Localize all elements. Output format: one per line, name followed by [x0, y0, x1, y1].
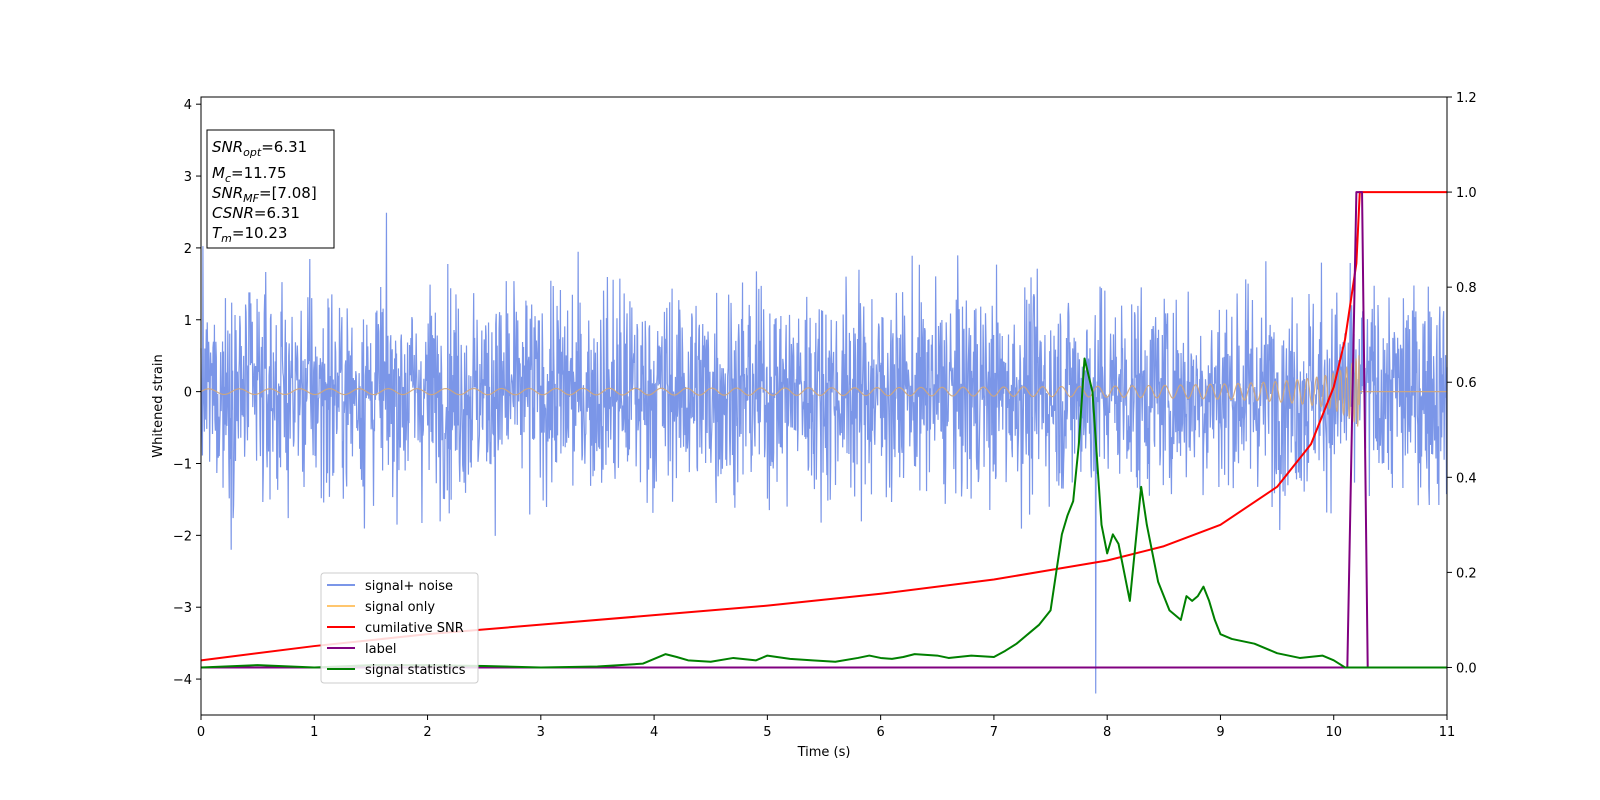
series-signal-statistics [200, 357, 1447, 669]
legend-frame [320, 572, 479, 684]
y-right-tick-label: 1.2 [1456, 91, 1477, 106]
x-axis-label: Time (s) [797, 745, 851, 760]
y-left-tick-label: −4 [173, 673, 192, 688]
x-tick-label: 1 [310, 725, 318, 740]
info-box: SNRopt=6.31 Mc=11.75SNRMF=[7.08]CSNR=6.31… [206, 129, 335, 249]
info-line: CSNR=6.31 [212, 204, 300, 222]
y-left-tick-label: −2 [173, 529, 192, 544]
x-tick-label: 3 [537, 725, 545, 740]
y-left-tick-label: −1 [173, 457, 192, 472]
x-tick-label: 2 [423, 725, 431, 740]
y-axis-right: 1.2 1.0 0.8 0.6 0.4 0.2 0.0 [1447, 91, 1477, 676]
legend-label: label [365, 642, 396, 657]
x-tick-label: 5 [763, 725, 771, 740]
y-right-tick-label: 0.6 [1456, 376, 1477, 391]
x-tick-label: 4 [650, 725, 658, 740]
y-left-tick-label: 3 [184, 170, 192, 185]
y-left-tick-label: 1 [184, 314, 192, 329]
plot-frame [200, 96, 1448, 716]
x-tick-label: 10 [1325, 725, 1342, 740]
info-line: SNRopt=6.31 [212, 138, 307, 159]
legend: signal+ noise signal only cumilative SNR la… [320, 572, 479, 684]
info-line: SNRMF=[7.08] [212, 184, 317, 205]
y-right-tick-label: 0.0 [1456, 661, 1477, 676]
legend-label: signal+ noise [365, 579, 453, 594]
x-tick-label: 9 [1216, 725, 1224, 740]
y-left-tick-label: 4 [184, 98, 192, 113]
x-tick-label: 6 [876, 725, 884, 740]
legend-label: signal only [365, 600, 435, 615]
x-tick-label: 11 [1439, 725, 1456, 740]
legend-label: cumilative SNR [365, 621, 464, 636]
y-right-tick-label: 0.4 [1456, 471, 1477, 486]
y-left-tick-label: 0 [184, 386, 192, 401]
x-tick-label: 8 [1103, 725, 1111, 740]
info-box-frame [206, 129, 335, 249]
y-right-tick-label: 0.8 [1456, 281, 1477, 296]
x-tick-label: 0 [197, 725, 205, 740]
series-signal-noise [200, 212, 1448, 694]
series-cumilative-snr [200, 191, 1447, 662]
y-axis-left: 4 3 2 1 0 −1 −2 −3 −4 [173, 98, 201, 688]
y-axis-label: Whitened strain [151, 354, 166, 457]
x-axis: 0 1 2 3 4 5 6 7 8 9 10 11 [197, 715, 1455, 740]
y-right-tick-label: 0.2 [1456, 566, 1477, 581]
y-left-tick-label: −3 [173, 601, 192, 616]
info-line: Tm=10.23 [212, 224, 287, 245]
y-right-tick-label: 1.0 [1456, 186, 1477, 201]
series-signal-only [200, 355, 1447, 427]
y-left-tick-label: 2 [184, 242, 192, 257]
info-line: Mc=11.75 [212, 164, 287, 185]
data-layer [200, 191, 1448, 694]
legend-label: signal statistics [365, 663, 466, 678]
x-tick-label: 7 [990, 725, 998, 740]
